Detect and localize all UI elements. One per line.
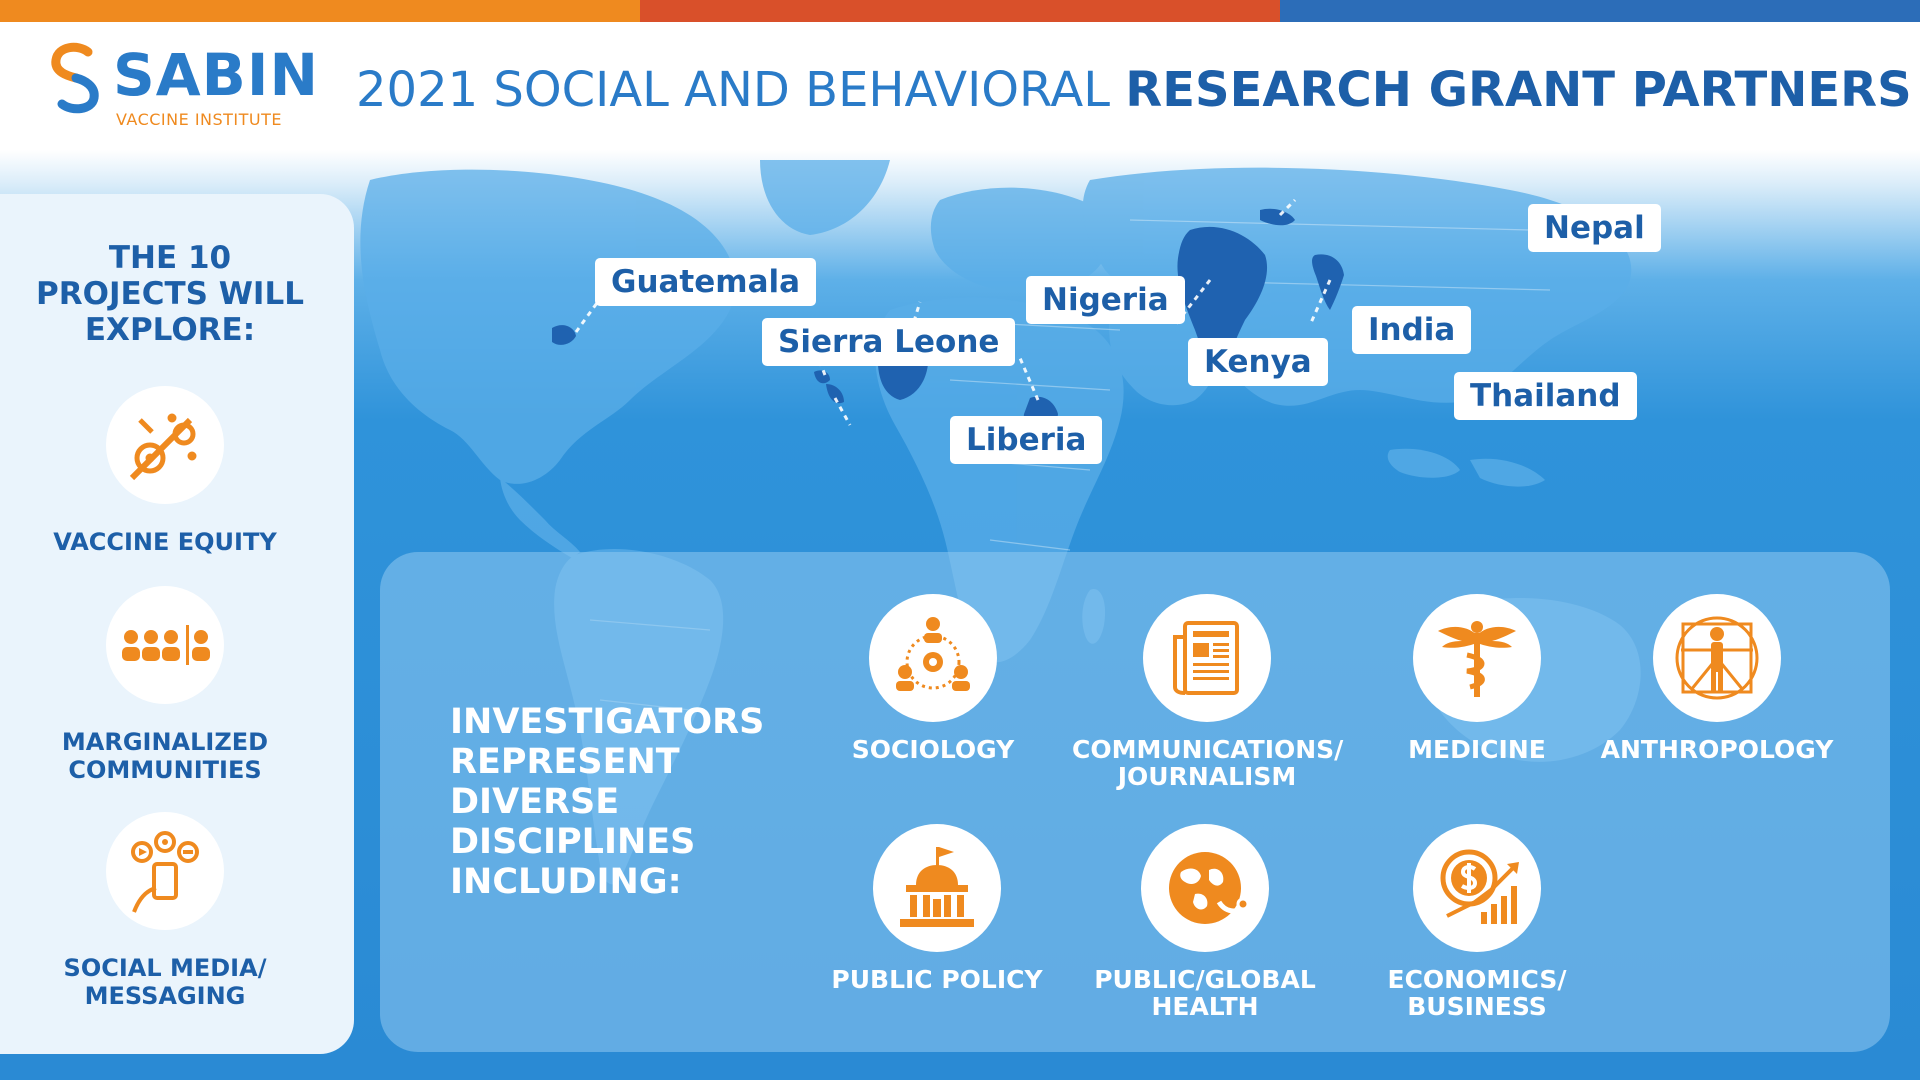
project-item-marginalized-communities: MARGINALIZED COMMUNITIES xyxy=(0,586,330,784)
guatemala-shape xyxy=(552,325,576,345)
discipline-sociology: SOCIOLOGY xyxy=(798,594,1068,763)
phone-messaging-icon xyxy=(131,831,199,913)
country-label-kenya: Kenya xyxy=(1188,338,1328,386)
vaccine-syringe-icon xyxy=(129,413,197,481)
page-title: 2021 SOCIAL AND BEHAVIORAL RESEARCH GRAN… xyxy=(356,62,1912,118)
title-bold: RESEARCH GRANT PARTNERS xyxy=(1125,62,1912,118)
vaccine-circle xyxy=(106,386,224,504)
anthropology-circle xyxy=(1653,594,1781,722)
discipline-medicine: MEDICINE xyxy=(1342,594,1612,763)
discipline-label: MEDICINE xyxy=(1408,735,1546,764)
nepal-shape xyxy=(1260,208,1295,226)
project-label: MARGINALIZED COMMUNITIES xyxy=(61,728,269,784)
project-item-social-media: SOCIAL MEDIA/ MESSAGING xyxy=(0,812,330,1010)
sociology-circle xyxy=(869,594,997,722)
sabin-logo[interactable]: SABIN VACCINE INSTITUTE xyxy=(48,40,318,150)
discipline-anthropology: ANTHROPOLOGY xyxy=(1582,594,1852,763)
discipline-communications: COMMUNICATIONS/ JOURNALISM xyxy=(1072,594,1344,791)
logo-wordmark: SABIN xyxy=(113,41,319,109)
caduceus-icon xyxy=(1438,621,1516,697)
communications-circle xyxy=(1143,594,1271,722)
discipline-public-global-health: PUBLIC/GLOBAL HEALTH xyxy=(1070,824,1340,1020)
country-label-nigeria: Nigeria xyxy=(1026,276,1185,324)
project-item-vaccine-equity: VACCINE EQUITY xyxy=(0,386,330,556)
sociology-network-icon xyxy=(896,617,970,691)
discipline-label: SOCIOLOGY xyxy=(851,735,1015,764)
country-label-sierra-leone: Sierra Leone xyxy=(762,318,1016,366)
global-health-circle xyxy=(1141,824,1269,952)
discipline-public-policy: PUBLIC POLICY xyxy=(802,824,1072,993)
country-label-nepal: Nepal xyxy=(1528,204,1661,252)
communities-circle xyxy=(106,586,224,704)
color-stripe-bar xyxy=(0,0,1920,22)
liberia-shape xyxy=(826,384,844,404)
discipline-label: PUBLIC POLICY xyxy=(831,965,1043,994)
people-group-icon xyxy=(122,625,210,665)
medicine-circle xyxy=(1413,594,1541,722)
country-label-thailand: Thailand xyxy=(1454,372,1637,420)
economics-circle xyxy=(1413,824,1541,952)
social-circle xyxy=(106,812,224,930)
dollar-chart-icon xyxy=(1440,849,1519,924)
projects-heading: THE 10 PROJECTS WILL EXPLORE: xyxy=(36,240,304,348)
newspaper-icon xyxy=(1173,621,1239,695)
vitruvian-man-icon xyxy=(1675,616,1759,700)
discipline-label: ANTHROPOLOGY xyxy=(1600,735,1834,764)
discipline-economics-business: ECONOMICS/ BUSINESS xyxy=(1342,824,1612,1020)
discipline-label: ECONOMICS/ BUSINESS xyxy=(1387,965,1567,1021)
project-label: SOCIAL MEDIA/ MESSAGING xyxy=(63,954,267,1010)
disciplines-heading: INVESTIGATORS REPRESENT DIVERSE DISCIPLI… xyxy=(450,702,765,902)
government-building-icon xyxy=(900,847,974,927)
country-label-liberia: Liberia xyxy=(950,416,1103,464)
project-label: VACCINE EQUITY xyxy=(53,528,277,556)
public-policy-circle xyxy=(873,824,1001,952)
globe-health-icon xyxy=(1169,852,1250,924)
discipline-label: COMMUNICATIONS/ JOURNALISM xyxy=(1072,735,1344,791)
title-regular: 2021 SOCIAL AND BEHAVIORAL xyxy=(356,62,1126,118)
country-label-guatemala: Guatemala xyxy=(595,258,817,306)
india-shape xyxy=(1177,226,1268,375)
country-label-india: India xyxy=(1352,306,1472,354)
s-link-icon xyxy=(51,42,99,114)
projects-panel: THE 10 PROJECTS WILL EXPLORE: VACCINE EQ… xyxy=(0,194,354,1054)
sierra-leone-shape xyxy=(814,370,830,384)
discipline-label: PUBLIC/GLOBAL HEALTH xyxy=(1094,965,1316,1021)
logo-subtitle: VACCINE INSTITUTE xyxy=(116,110,283,129)
disciplines-panel: INVESTIGATORS REPRESENT DIVERSE DISCIPLI… xyxy=(380,552,1890,1052)
